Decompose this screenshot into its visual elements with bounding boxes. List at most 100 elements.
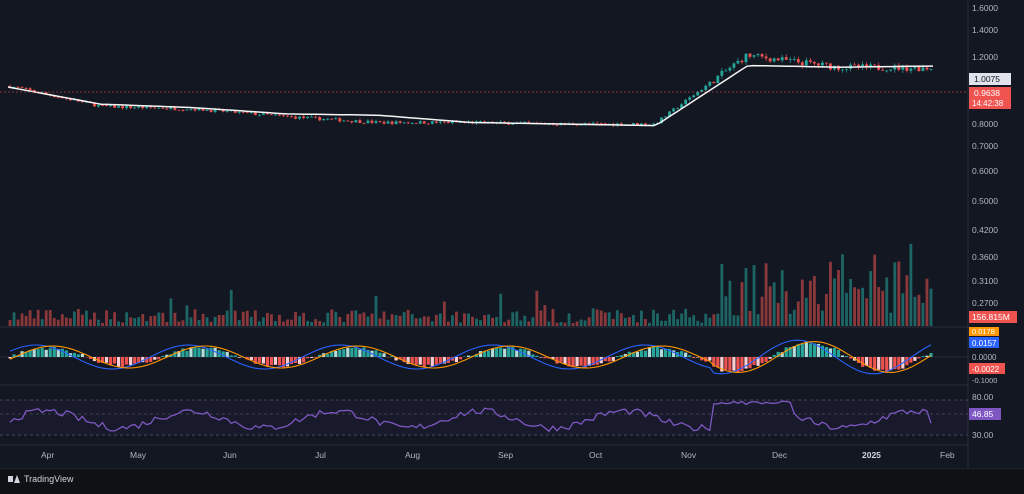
volume-bar [849,279,852,326]
volume-bar [455,312,458,326]
macd-hist-bar [917,357,920,358]
volume-bar [246,311,249,326]
macd-hist-bar [185,351,188,357]
volume-bar [809,281,812,326]
chart-canvas[interactable]: 1.6000 1.4000 1.2000 0.8000 0.7000 0.600… [0,0,1024,468]
candle-body [137,107,140,108]
candle-body [379,121,382,122]
macd-hist-bar [897,357,900,370]
svg-text:1.0075: 1.0075 [974,74,1000,84]
candle-body [161,108,164,109]
volume-bar [769,286,772,326]
volume-bar [656,313,659,326]
price-tick: 0.3600 [972,252,998,262]
volume-bar [218,315,221,326]
volume-bar [539,311,542,326]
candle-body [105,105,108,106]
candle-body [664,117,667,118]
volume-bar [427,317,430,326]
macd-hist-bar [117,357,120,367]
volume-bar [173,313,176,326]
candle-body [708,82,711,86]
volume-bar [379,318,382,326]
volume-bar [326,313,329,326]
macd-hist-bar [286,357,289,366]
candle-body [190,109,193,110]
macd-hist-bar [350,348,353,357]
macd-hist-bar [258,357,261,363]
tradingview-logo[interactable]: TradingView [8,474,74,484]
volume-bar [342,322,345,326]
macd-hist-bar [346,348,349,357]
volume-bar [700,323,703,326]
volume-bar [612,319,615,326]
candle-body [773,58,776,61]
volume-bar [636,322,639,326]
macd-hist-bar [716,357,719,367]
macd-hist-bar [278,357,281,365]
candle-body [338,118,341,121]
volume-bar [198,320,201,326]
svg-text:156.815M: 156.815M [972,312,1010,322]
candle-body [724,71,727,72]
volume-bar [918,295,921,326]
volume-bar [745,268,748,326]
rsi-tick: 80.00 [972,392,994,402]
volume-bar [765,263,768,326]
candle-body [873,65,876,66]
macd-hist-bar [773,355,776,357]
candle-body [387,121,390,123]
price-tick: 0.6000 [972,166,998,176]
volume-bar [479,320,482,326]
macd-hist-bar [338,350,341,357]
price-tick: 0.3100 [972,276,998,286]
volume-bar [889,313,892,326]
volume-bar [230,290,233,326]
volume-bar [712,314,715,326]
macd-hist-bar [238,357,241,358]
candle-body [688,97,691,99]
volume-bar [632,315,635,326]
candle-body [178,110,181,111]
volume-bar [33,318,36,326]
macd-hist-bar [575,357,578,366]
volume-bar [157,312,160,326]
candle-body [801,62,804,65]
macd-hist-bar [189,347,192,357]
price-tick: 1.6000 [972,3,998,13]
volume-bar [73,312,76,326]
macd-hist-bar [499,348,502,357]
volume-bar [781,270,784,326]
volume-bar [576,321,579,326]
macd-hist-bar [612,357,615,361]
volume-bar [805,298,808,326]
candle-body [206,110,209,111]
candle-body [318,117,321,120]
volume-bar [600,310,603,326]
macd-hist-bar [419,357,422,365]
volume-bar [628,317,631,326]
volume-bar [773,282,776,326]
candle-body [523,122,526,123]
volume-bar [680,314,683,326]
candle-body [753,55,756,57]
volume-bar [278,315,281,326]
macd-hist-bar [262,357,265,364]
macd-hist-bar [640,350,643,357]
svg-text:0.0178: 0.0178 [972,327,995,336]
macd-hist-bar [652,346,655,357]
candle-body [728,68,731,71]
candle-body [592,123,595,124]
candle-body [121,106,124,108]
volume-bar [93,313,96,326]
volume-bar [527,321,530,326]
volume-bar [640,311,643,326]
candle-body [21,87,24,88]
macd-hist-bar [153,357,156,360]
candle-body [930,69,933,70]
macd-hist-bar [45,350,48,357]
candle-body [785,57,788,60]
candle-body [419,121,422,123]
volume-bar [435,315,438,326]
macd-hist-bar [559,357,562,362]
